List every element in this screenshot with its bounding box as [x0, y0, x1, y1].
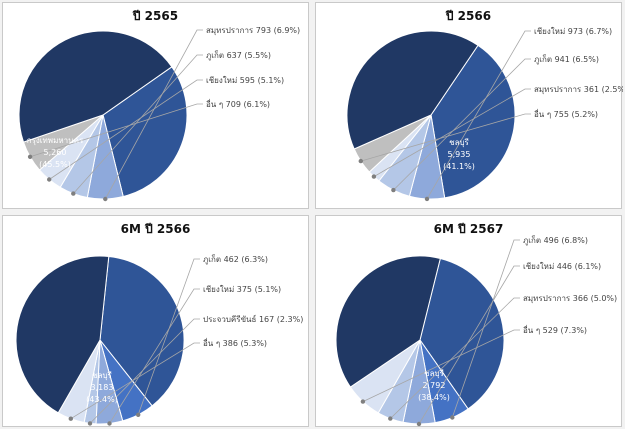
leader-dot [27, 154, 33, 159]
slice-label: สมุทรปราการ 793 (6.9%) [206, 26, 300, 35]
slice-label: ภูเก็ต 637 (5.5%) [206, 50, 271, 61]
chart-panel-6m-2566: 6M ปี 2566 กรุงเทพมหานคร2,765(37.7%)ภูเก… [2, 215, 309, 427]
leader-line [418, 265, 520, 425]
chart-title: 6M ปี 2566 [120, 222, 191, 236]
leader-dot [388, 416, 393, 421]
chart-panel-6m-2567: 6M ปี 2567 กรุงเทพมหานคร2,651(36.4%)ภูเก… [315, 215, 622, 427]
pie-slice [346, 30, 479, 150]
slice-label: ภูเก็ต 941 (6.5%) [534, 54, 599, 65]
slice-label: เชียงใหม่ 973 (6.7%) [534, 27, 612, 36]
pie-chart: กรุงเทพมหานคร2,765(37.7%)ภูเก็ต 462 (6.3… [15, 254, 303, 426]
leader-line [73, 54, 203, 194]
leader-line [360, 113, 531, 162]
slice-label: กรุงเทพมหานคร [27, 136, 84, 145]
leader-line [362, 329, 520, 402]
slice-label: อื่น ๆ 755 (5.2%) [534, 108, 598, 119]
slice-label: เชียงใหม่ 446 (6.1%) [523, 262, 601, 271]
leader-dot [391, 187, 396, 193]
chart-title: ปี 2566 [445, 9, 492, 23]
leader-line [48, 79, 203, 180]
leader-dot [71, 191, 76, 196]
slice-label: ชลบุรี [424, 369, 444, 378]
leader-line [451, 239, 520, 418]
slice-label: สมุทรปราการ 361 (2.5%) [534, 85, 623, 94]
pie-slice [419, 257, 505, 410]
slice-label: ประจวบคีรีขันธ์ 167 (2.3%) [203, 314, 303, 324]
leader-dot [87, 421, 93, 426]
leader-line [70, 342, 200, 420]
chart-title: ปี 2565 [132, 9, 179, 23]
slice-label: อื่น ๆ 709 (6.1%) [206, 98, 270, 109]
chart-title: 6M ปี 2567 [433, 222, 504, 236]
slice-label: ภูเก็ต 496 (6.8%) [523, 235, 588, 246]
slice-label: อื่น ๆ 386 (5.3%) [203, 337, 267, 348]
pie-slice [15, 255, 110, 414]
slice-label: อื่น ๆ 529 (7.3%) [523, 324, 587, 335]
leader-dot [68, 416, 74, 421]
slice-value: 5,260 [44, 148, 67, 157]
leader-line [104, 29, 203, 200]
leader-line [89, 318, 200, 424]
slice-percent: (38.4%) [418, 393, 450, 402]
leader-line [393, 58, 531, 191]
slice-label: ภูเก็ต 462 (6.3%) [203, 254, 268, 265]
leader-line [137, 258, 200, 415]
slice-value: 2,792 [423, 381, 446, 390]
leader-dot [358, 158, 363, 164]
leader-dot [450, 415, 455, 420]
slice-value: 3,183 [91, 383, 114, 392]
slice-label: ชลบุรี [92, 371, 112, 380]
chart-panel-2566: ปี 2566 กรุงเทพมหานคร5,484(38.0%)เชียงให… [315, 2, 623, 209]
pie-chart: กรุงเทพมหานคร2,651(36.4%)ภูเก็ต 496 (6.8… [335, 235, 617, 427]
pie-slice [335, 255, 441, 388]
slice-label: เชียงใหม่ 375 (5.1%) [203, 285, 281, 294]
slice-value: 5,935 [448, 150, 471, 159]
leader-dot [103, 196, 108, 202]
leader-dot [47, 177, 52, 182]
leader-dot [371, 174, 377, 179]
leader-dot [107, 421, 112, 426]
leader-line [109, 288, 200, 424]
pie-slice [18, 30, 173, 143]
leader-dot [416, 421, 422, 427]
slice-label: เชียงใหม่ 595 (5.1%) [206, 76, 284, 85]
leader-line [29, 103, 203, 158]
chart-panel-2565: ปี 2565 ชลบุรี3,567(30.9%)สมุทรปราการ 79… [2, 2, 309, 209]
leader-line [426, 30, 531, 200]
leader-dot [136, 412, 141, 417]
slice-label: ชลบุรี [449, 138, 469, 147]
pie-slice [99, 255, 185, 407]
slice-label: สมุทรปราการ 366 (5.0%) [523, 294, 617, 303]
leader-dot [424, 196, 430, 202]
pie-chart: ชลบุรี3,567(30.9%)สมุทรปราการ 793 (6.9%)… [18, 26, 300, 202]
leader-line [390, 297, 520, 419]
slice-percent: (45.5%) [39, 160, 71, 169]
slice-percent: (43.4%) [86, 395, 118, 404]
leader-line [373, 88, 531, 177]
leader-dot [360, 399, 366, 404]
slice-percent: (41.1%) [443, 162, 475, 171]
